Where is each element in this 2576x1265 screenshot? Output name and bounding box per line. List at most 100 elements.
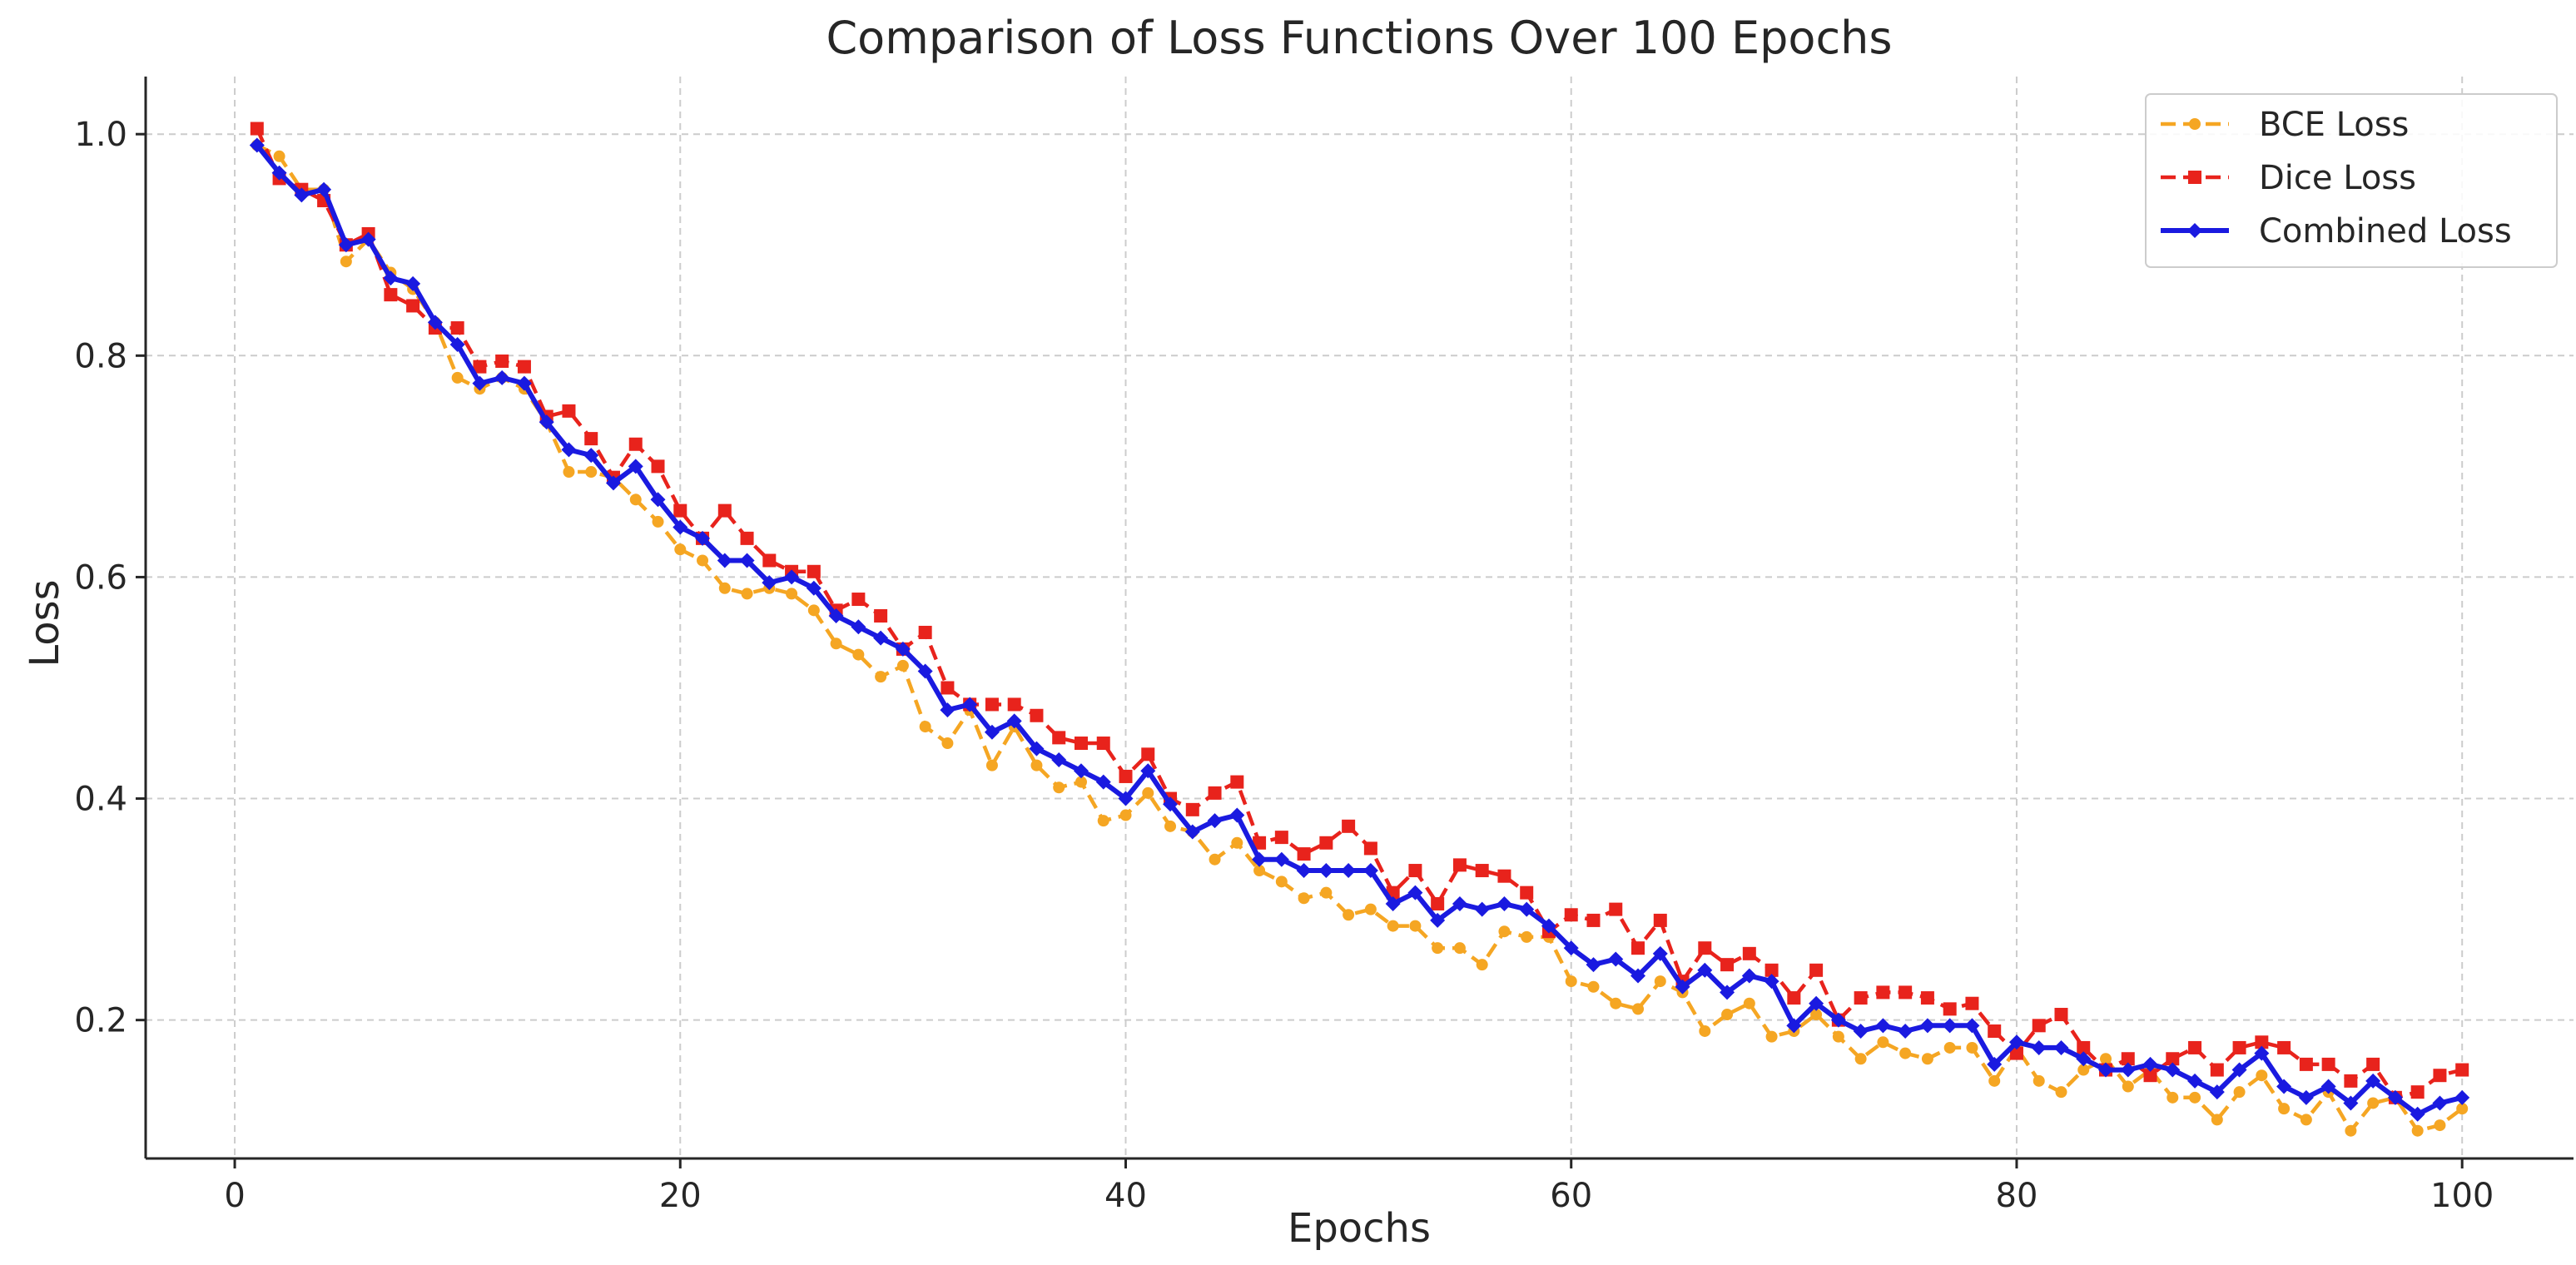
dice-loss-point: [517, 360, 531, 374]
dice-loss-point: [1787, 991, 1801, 1005]
dice-loss-point: [740, 531, 754, 545]
dice-loss-point: [384, 288, 398, 302]
dice-loss-point: [2455, 1063, 2469, 1077]
dice-loss-point: [1431, 896, 1445, 910]
dice-loss-point: [762, 553, 777, 568]
combined-loss-point: [2365, 1073, 2381, 1089]
bce-loss-point: [1877, 1036, 1889, 1049]
combined-loss-point: [1964, 1018, 1980, 1034]
combined-loss-line: [255, 143, 2463, 1117]
bce-loss-point: [1164, 820, 1177, 832]
bce-loss-point: [629, 494, 642, 506]
combined-loss-point: [1898, 1023, 1913, 1039]
y-tick-label: 0.8: [74, 337, 127, 375]
combined-loss-point: [1675, 979, 1690, 995]
dice-loss-point: [1319, 836, 1333, 850]
dice-loss-point: [1185, 802, 1199, 816]
combined-loss-point: [1919, 1018, 1935, 1034]
dice-loss-point: [941, 681, 955, 695]
dice-loss-point: [918, 625, 932, 639]
bce-loss-point: [585, 466, 598, 479]
combined-loss-point: [2187, 1073, 2203, 1089]
legend-item-combined-loss: Combined Loss: [2161, 212, 2512, 251]
x-tick-label: 40: [1104, 1177, 1147, 1215]
combined-loss-point: [1853, 1023, 1869, 1039]
bce-loss-point: [985, 759, 998, 771]
dice-loss-point: [628, 437, 643, 451]
bce-loss-point: [1320, 886, 1333, 899]
dice-loss-point: [1274, 831, 1288, 845]
bce-loss-point: [2077, 1064, 2090, 1076]
bce-loss-point: [1053, 781, 1065, 794]
bce-loss-point: [1097, 815, 1109, 827]
dice-loss-point: [1230, 775, 1244, 789]
bce-loss-point: [718, 582, 731, 594]
bce-loss-point: [697, 554, 709, 567]
dice-loss-point: [1742, 946, 1756, 960]
combined-loss-point: [1207, 813, 1223, 829]
legend-item-dice-loss: Dice Loss: [2161, 159, 2416, 197]
bce-loss-point: [896, 659, 909, 672]
bce-loss-point: [1988, 1074, 2001, 1087]
bce-loss-point: [674, 543, 687, 556]
combined-loss-point: [2231, 1062, 2247, 1078]
combined-loss-point: [1987, 1056, 2003, 1072]
combined-loss-point: [1163, 796, 1179, 812]
combined-loss-point: [1764, 974, 1779, 990]
combined-loss-point: [1563, 940, 1579, 956]
bce-loss-point: [1343, 909, 1355, 921]
dice-loss-point: [2054, 1008, 2068, 1022]
combined-loss-point: [1875, 1018, 1891, 1034]
dice-loss-point: [1988, 1024, 2002, 1038]
dice-loss-point: [1052, 731, 1066, 745]
dice-loss-point: [2210, 1063, 2224, 1077]
combined-loss-point: [1630, 968, 1646, 984]
combined-loss-point: [605, 475, 621, 491]
bce-loss-point: [1364, 903, 1377, 915]
bce-loss-point: [1654, 975, 1666, 988]
dice-loss-point: [717, 504, 732, 518]
x-tick-label: 20: [659, 1177, 702, 1215]
combined-loss-point: [1452, 895, 1467, 911]
x-axis-title: Epochs: [1288, 1205, 1431, 1252]
combined-loss-point: [2076, 1051, 2092, 1067]
x-tick-label: 80: [1996, 1177, 2038, 1215]
bce-loss-point: [1432, 942, 1444, 955]
bce-loss-point: [1832, 1030, 1844, 1043]
bce-loss-point: [2033, 1074, 2045, 1087]
combined-loss-point: [316, 181, 332, 197]
dice-loss-point: [1497, 869, 1511, 883]
combined-loss-point: [494, 370, 510, 385]
combined-loss-point: [1541, 918, 1556, 934]
combined-loss-point: [561, 442, 577, 458]
combined-loss-point: [2053, 1039, 2069, 1055]
axes-layer: 0 20 40 60 80 100 0.2 0.4 0.6 0.8 1.0: [74, 77, 2574, 1215]
combined-loss-point: [1006, 713, 1022, 729]
bce-loss-point: [941, 737, 954, 750]
dice-loss-point: [1475, 864, 1489, 878]
dice-loss-line: [255, 127, 2463, 1100]
bce-loss-point: [919, 721, 931, 733]
x-tick-label: 0: [224, 1177, 245, 1215]
dice-loss-point: [1452, 858, 1467, 872]
legend-label-bce-loss: BCE Loss: [2259, 106, 2409, 144]
combined-loss-point: [1608, 951, 1624, 967]
legend-marker-bce-loss: [2189, 118, 2201, 130]
y-tick-label: 0.6: [74, 558, 127, 597]
combined-loss-point: [2432, 1095, 2448, 1111]
combined-loss-point: [739, 553, 755, 568]
dice-loss-point: [1342, 819, 1356, 833]
combined-loss-point: [2298, 1089, 2314, 1105]
bce-loss-point: [1743, 997, 1755, 1010]
legend-box: [2145, 93, 2558, 268]
combined-loss-point: [1318, 863, 1334, 879]
bce-loss-point: [875, 671, 887, 683]
combined-loss-point: [1652, 945, 1668, 961]
dice-loss-point: [1653, 913, 1667, 927]
bce-loss-point: [1476, 959, 1488, 971]
bce-loss-point: [1966, 1041, 1978, 1054]
combined-loss-point: [828, 608, 844, 624]
dice-loss-point: [1631, 941, 1645, 955]
dice-loss-point: [1854, 991, 1868, 1005]
combined-loss-point: [2008, 1034, 2024, 1050]
